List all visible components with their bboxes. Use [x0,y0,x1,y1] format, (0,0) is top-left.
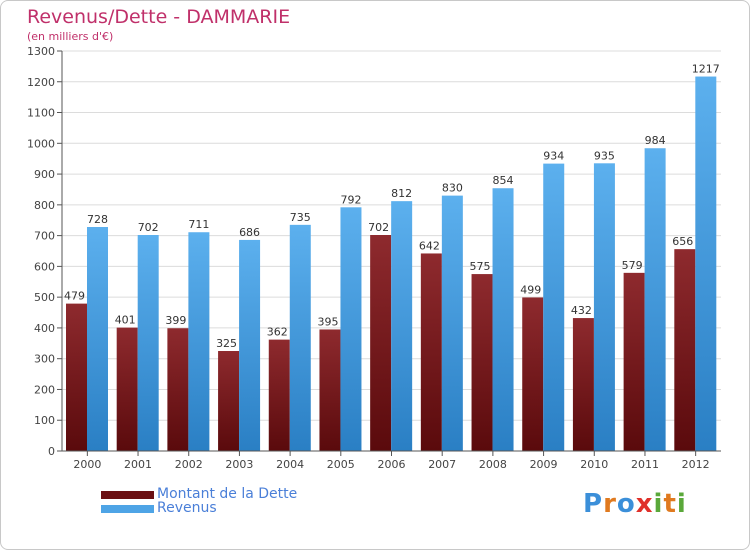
bar-dette [218,351,240,451]
bar-dette [420,253,442,451]
logo-letter: t [663,489,677,519]
bar-dette [319,329,341,451]
x-tick-label: 2012 [682,458,710,471]
data-label-dette: 656 [672,235,693,248]
bar-dette [116,327,138,451]
data-label-dette: 499 [520,283,541,296]
data-label-revenus: 711 [188,218,209,231]
bar-revenus [289,224,311,451]
x-tick-label: 2009 [530,458,558,471]
y-tick-label: 300 [34,353,55,366]
data-label-revenus: 735 [290,211,311,224]
bar-revenus [441,195,463,451]
chart-title: Revenus/Dette - DAMMARIE [27,6,291,28]
y-tick-label: 1200 [27,76,55,89]
logo-letter: i [653,489,664,519]
y-tick-label: 1100 [27,107,55,120]
bar-revenus [391,201,413,451]
logo-letter: x [635,489,654,519]
bar-revenus [239,239,261,451]
data-label-dette: 399 [165,314,186,327]
x-tick-label: 2006 [378,458,406,471]
y-tick-label: 900 [34,168,55,181]
legend-swatch-dette [101,491,154,499]
proxiti-logo: Proxiti [583,489,687,519]
data-label-revenus: 686 [239,226,260,239]
x-tick-label: 2000 [73,458,101,471]
bar-revenus [188,232,210,451]
logo-letter: r [603,489,617,519]
y-tick-label: 400 [34,322,55,335]
data-label-dette: 575 [470,260,491,273]
bar-dette [268,339,290,451]
legend-label-dette: Montant de la Dette [157,486,298,502]
bar-revenus [695,76,717,452]
bar-revenus [340,207,362,451]
x-tick-label: 2011 [631,458,659,471]
y-tick-label: 500 [34,291,55,304]
x-tick-label: 2010 [580,458,608,471]
x-tick-label: 2004 [276,458,304,471]
bar-revenus [543,163,565,451]
data-label-dette: 579 [622,259,643,272]
bar-dette [522,297,544,451]
data-label-revenus: 792 [340,193,361,206]
bar-revenus [87,227,108,451]
legend-label-revenus: Revenus [157,500,217,516]
x-tick-label: 2001 [124,458,152,471]
data-label-dette: 702 [368,221,389,234]
bar-dette [471,274,493,451]
bar-dette [66,303,87,451]
y-tick-label: 100 [34,414,55,427]
data-label-dette: 432 [571,304,592,317]
logo-letter: i [676,489,687,519]
data-label-revenus: 934 [543,150,564,163]
data-label-revenus: 728 [87,213,108,226]
bar-revenus [137,235,159,451]
logo-letter: P [583,489,604,519]
bar-dette [572,318,594,451]
y-tick-label: 800 [34,199,55,212]
data-label-revenus: 830 [442,182,463,195]
bar-dette [167,328,189,451]
data-label-revenus: 854 [493,174,514,187]
data-label-revenus: 935 [594,149,615,162]
bar-dette [370,235,392,451]
legend-swatch-revenus [101,505,154,513]
x-tick-label: 2007 [428,458,456,471]
y-tick-label: 1300 [27,45,55,58]
y-tick-label: 600 [34,260,55,273]
y-tick-label: 200 [34,383,55,396]
data-label-revenus: 984 [645,134,666,147]
x-tick-label: 2005 [327,458,355,471]
bar-revenus [492,188,514,451]
x-tick-label: 2003 [225,458,253,471]
data-label-revenus: 1217 [692,63,720,76]
x-tick-label: 2002 [175,458,203,471]
data-label-dette: 325 [216,337,237,350]
x-tick-label: 2008 [479,458,507,471]
bar-revenus [644,148,666,451]
y-tick-label: 1000 [27,137,55,150]
bar-dette [623,272,645,451]
bar-dette [674,249,696,451]
chart-subtitle: (en milliers d'€) [27,30,114,43]
y-tick-label: 700 [34,230,55,243]
bar-revenus [593,163,615,452]
data-label-dette: 395 [317,315,338,328]
data-label-revenus: 702 [138,221,159,234]
logo-letter: o [616,489,636,519]
y-tick-label: 0 [48,445,55,458]
data-label-dette: 362 [267,326,288,339]
data-label-dette: 479 [64,290,85,303]
data-label-dette: 642 [419,239,440,252]
data-label-revenus: 812 [391,187,412,200]
data-label-dette: 401 [115,314,136,327]
